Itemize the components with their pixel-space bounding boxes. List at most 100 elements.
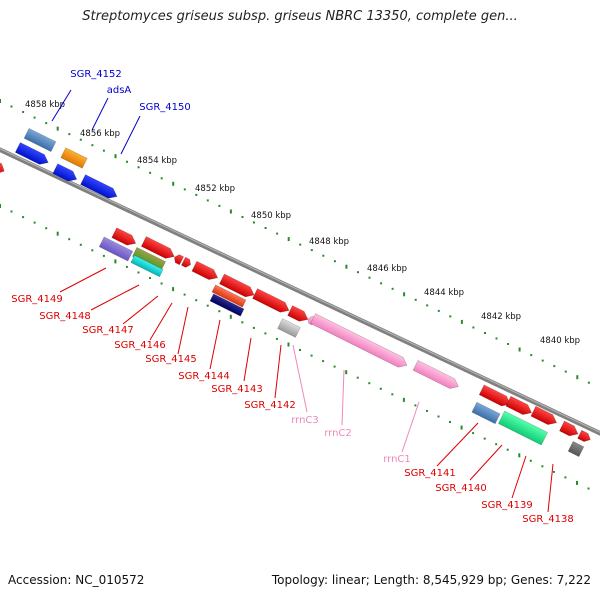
minor-tick (10, 105, 13, 108)
scale-label: 4840 kbp (540, 336, 580, 346)
minor-tick (356, 376, 359, 379)
gene-forward-red-edge-body (0, 159, 5, 174)
minor-tick (149, 277, 151, 279)
gene-sgr-4139-arrow-body (530, 405, 558, 425)
gene-cyan-small-body (130, 254, 164, 278)
minor-tick (391, 287, 394, 290)
scale-label: 4842 kbp (481, 312, 521, 322)
gene-sgr-4140-body-body (497, 410, 549, 446)
major-tick (460, 319, 463, 324)
label-sgr-4140: SGR_4140 (435, 483, 487, 494)
minor-tick (125, 265, 128, 268)
gene-forward-red-edge (0, 159, 5, 174)
major-tick (229, 314, 232, 319)
minor-tick (322, 254, 325, 257)
gene-sgr-4144-arrow-body (219, 273, 255, 298)
label-sgr-4146: SGR_4146 (114, 340, 166, 351)
map-title: Streptomyces griseus subsp. griseus NBRC… (82, 9, 518, 24)
gene-red-edge-right-body (577, 429, 591, 442)
minor-tick (206, 199, 209, 202)
minor-tick (483, 437, 486, 440)
label-rrnc3-leader (292, 344, 308, 413)
major-tick (287, 237, 290, 242)
chromosome-backbone (0, 147, 600, 436)
minor-tick (333, 365, 336, 368)
gene-sgr-4149-arrow-body (111, 227, 137, 246)
gene-small-red-2-body (181, 256, 191, 268)
label-sgr-4148: SGR_4148 (39, 311, 91, 322)
label-sgr-4147: SGR_4147 (82, 325, 134, 336)
major-tick (114, 259, 117, 264)
label-rrnc3: rrnC3 (291, 415, 319, 426)
inner-tick-track (0, 204, 590, 490)
minor-tick (333, 260, 336, 263)
minor-tick (310, 354, 313, 357)
minor-tick (91, 249, 94, 252)
gene-sgr-4141-arrow (478, 384, 511, 407)
gene-steel-row2 (471, 401, 501, 425)
backbone-highlight (0, 148, 600, 433)
minor-tick (195, 193, 198, 196)
label-rrnc1-leader (401, 401, 420, 453)
minor-tick (183, 293, 186, 296)
gene-sgr-4139-arrow (530, 405, 558, 425)
label-sgr-4149: SGR_4149 (11, 294, 63, 305)
gene-sgr-4138-arrow (559, 420, 579, 437)
label-sgr-4141: SGR_4141 (404, 468, 456, 479)
scale-label: 4858 kbp (25, 100, 65, 110)
label-adsa: adsA (107, 85, 132, 96)
major-tick (56, 126, 59, 131)
label-sgr-4145: SGR_4145 (145, 354, 197, 365)
minor-tick (218, 204, 221, 207)
minor-tick (45, 227, 48, 230)
gene-purple (98, 236, 134, 262)
label-sgr-4150-leader (120, 115, 141, 155)
minor-tick (45, 122, 48, 125)
minor-tick (264, 332, 267, 335)
major-tick (287, 342, 290, 347)
minor-tick (126, 160, 128, 163)
gene-forward-blue-2-body (52, 163, 78, 182)
label-sgr-4144: SGR_4144 (178, 371, 230, 382)
major-tick (172, 181, 175, 186)
gene-sgr-4145-arrow-body (191, 260, 219, 280)
minor-tick (22, 111, 25, 113)
scale-label: 4850 kbp (251, 211, 291, 221)
minor-tick (426, 409, 428, 412)
gene-sgr-4144-arrow (219, 273, 255, 298)
major-tick (172, 287, 175, 292)
label-sgr-4148-leader (90, 284, 140, 311)
minor-tick (264, 227, 267, 229)
minor-tick (160, 177, 163, 180)
minor-tick (102, 149, 105, 152)
minor-tick (529, 459, 532, 462)
gene-sgr-4142-arrow-body (287, 305, 309, 322)
label-sgr-4143: SGR_4143 (211, 384, 263, 395)
label-sgr-4144-leader (209, 319, 221, 370)
gene-small-red-1-body (174, 254, 184, 266)
minor-tick (368, 382, 371, 385)
major-tick (576, 480, 578, 485)
scale-label: 4848 kbp (309, 237, 349, 247)
gene-purple-body (98, 236, 134, 262)
gene-sgr-4145-arrow (191, 260, 219, 280)
label-sgr-4149-leader (59, 267, 107, 293)
scale-label: 4844 kbp (424, 288, 464, 298)
minor-tick (149, 171, 152, 174)
scale-label: 4856 kbp (80, 129, 120, 139)
minor-tick (79, 138, 82, 141)
minor-tick (472, 432, 475, 435)
minor-tick (541, 359, 544, 362)
label-sgr-4139: SGR_4139 (481, 500, 533, 511)
minor-tick (552, 470, 555, 473)
minor-tick (426, 304, 429, 307)
minor-tick (137, 166, 140, 169)
label-sgr-4150: SGR_4150 (139, 102, 191, 113)
gene-dark-grey (567, 440, 585, 458)
major-tick (0, 204, 1, 208)
minor-tick (137, 271, 140, 274)
minor-tick (33, 221, 36, 224)
major-tick (402, 397, 405, 402)
gene-small-red-2 (181, 256, 191, 268)
minor-tick (414, 298, 417, 301)
